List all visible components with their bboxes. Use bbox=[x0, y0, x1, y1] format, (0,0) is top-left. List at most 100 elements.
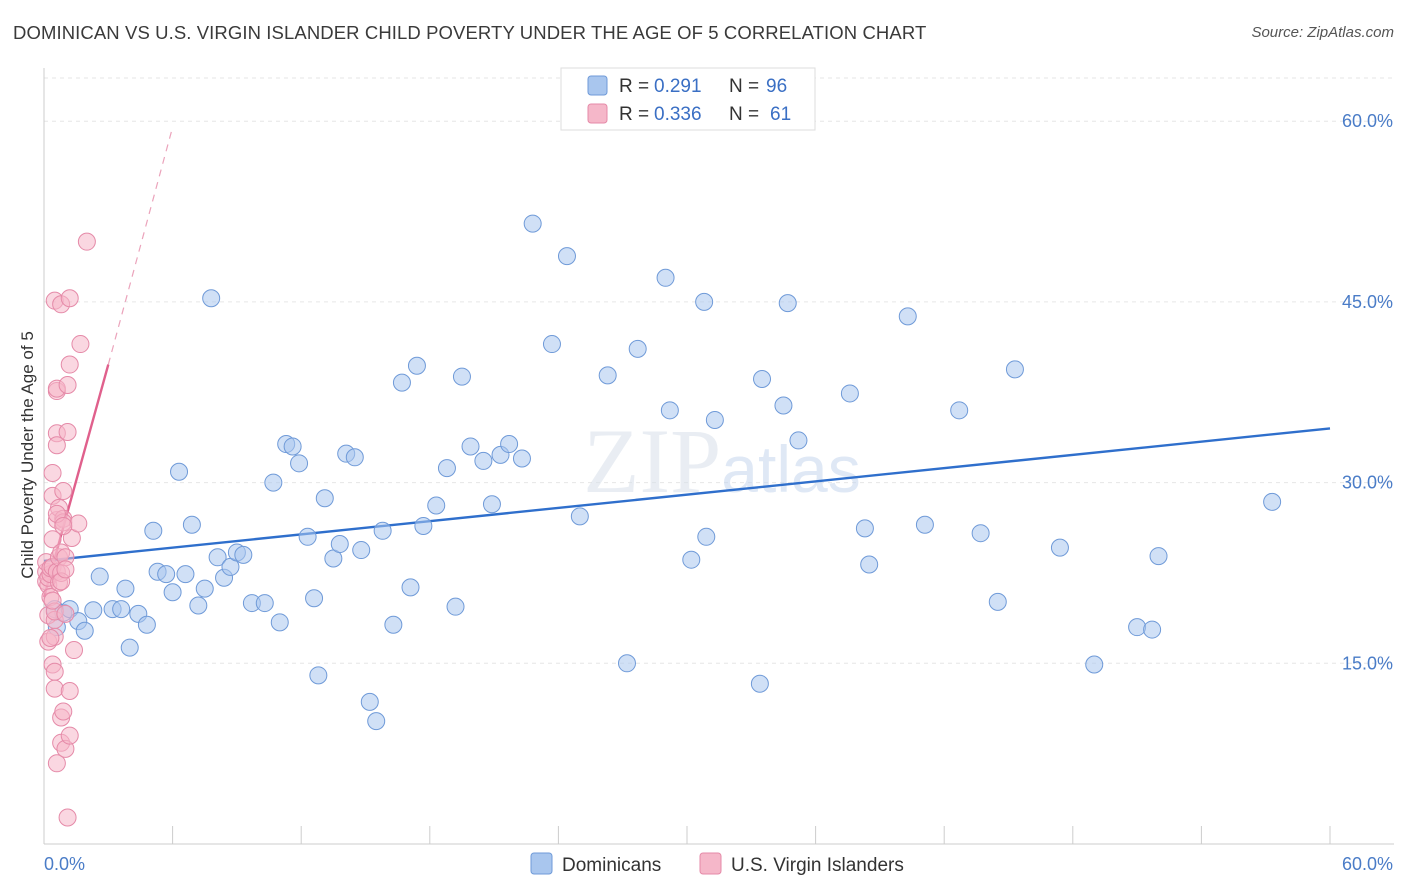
axes bbox=[43, 68, 1394, 845]
point-blue bbox=[163, 583, 182, 602]
point-blue bbox=[427, 496, 446, 515]
trend-lines bbox=[42, 127, 1331, 598]
point-blue bbox=[437, 459, 456, 478]
y-axis-label: Child Poverty Under the Age of 5 bbox=[18, 331, 37, 579]
point-blue bbox=[598, 366, 617, 385]
point-blue bbox=[950, 401, 969, 420]
point-blue bbox=[392, 373, 411, 392]
x-tick-label: 0.0% bbox=[44, 854, 85, 874]
y-tick-label: 60.0% bbox=[1342, 111, 1393, 131]
point-pink bbox=[45, 662, 64, 681]
point-blue bbox=[523, 214, 542, 233]
point-pink bbox=[54, 702, 73, 721]
legend-n-label-2: N = bbox=[729, 104, 759, 125]
point-pink bbox=[71, 335, 90, 354]
point-blue bbox=[898, 307, 917, 326]
point-blue bbox=[617, 654, 636, 673]
point-blue bbox=[774, 396, 793, 415]
source-label: Source: ZipAtlas.com bbox=[1251, 24, 1394, 41]
point-blue bbox=[697, 527, 716, 546]
point-blue bbox=[656, 268, 675, 287]
point-blue bbox=[384, 615, 403, 634]
point-blue bbox=[202, 289, 221, 308]
point-pink bbox=[56, 604, 75, 623]
point-blue bbox=[407, 356, 426, 375]
point-blue bbox=[915, 515, 934, 534]
point-blue bbox=[1005, 360, 1024, 379]
point-pink bbox=[77, 232, 96, 251]
point-blue bbox=[500, 435, 519, 454]
point-blue bbox=[345, 448, 364, 467]
point-blue bbox=[255, 594, 274, 613]
point-blue bbox=[695, 292, 714, 311]
point-blue bbox=[446, 597, 465, 616]
point-blue bbox=[570, 507, 589, 526]
point-pink bbox=[54, 516, 73, 535]
point-blue bbox=[855, 519, 874, 538]
point-blue bbox=[1143, 620, 1162, 639]
bottom-legend-label-dominicans: Dominicans bbox=[562, 855, 661, 876]
point-blue bbox=[401, 578, 420, 597]
point-blue bbox=[367, 712, 386, 731]
point-blue bbox=[660, 401, 679, 420]
y-tick-label: 45.0% bbox=[1342, 292, 1393, 312]
bottom-legend-label-virgin-islanders: U.S. Virgin Islanders bbox=[731, 855, 904, 876]
point-pink bbox=[41, 628, 60, 647]
point-pink bbox=[58, 808, 77, 827]
point-blue bbox=[452, 367, 471, 386]
point-blue bbox=[144, 521, 163, 540]
legend: R = 0.291 N = 96 R = 0.336 N = 61 bbox=[560, 67, 816, 131]
point-blue bbox=[860, 555, 879, 574]
point-pink bbox=[54, 482, 73, 501]
point-blue bbox=[112, 600, 131, 619]
point-pink bbox=[60, 726, 79, 745]
point-blue bbox=[461, 437, 480, 456]
point-blue bbox=[628, 339, 647, 358]
point-blue bbox=[1050, 538, 1069, 557]
point-blue bbox=[682, 550, 701, 569]
point-pink bbox=[43, 530, 62, 549]
point-blue bbox=[90, 567, 109, 586]
chart-title: DOMINICAN VS U.S. VIRGIN ISLANDER CHILD … bbox=[13, 22, 927, 43]
point-blue bbox=[1085, 655, 1104, 674]
legend-r-value-1: 0.291 bbox=[654, 76, 702, 97]
point-blue bbox=[373, 521, 392, 540]
point-blue bbox=[182, 515, 201, 534]
point-blue bbox=[195, 579, 214, 598]
point-blue bbox=[330, 535, 349, 554]
point-blue bbox=[116, 579, 135, 598]
grid-lines bbox=[44, 77, 1394, 664]
bottom-legend-swatch-blue bbox=[530, 852, 553, 875]
legend-swatch-blue bbox=[587, 75, 608, 96]
point-blue bbox=[264, 473, 283, 492]
point-blue bbox=[137, 615, 156, 634]
point-blue bbox=[1128, 618, 1147, 637]
point-blue bbox=[753, 369, 772, 388]
point-blue bbox=[315, 489, 334, 508]
y-tick-label: 30.0% bbox=[1342, 473, 1393, 493]
point-pink bbox=[58, 376, 77, 395]
point-blue bbox=[542, 335, 561, 354]
point-pink bbox=[58, 422, 77, 441]
bottom-legend: Dominicans U.S. Virgin Islanders bbox=[530, 852, 904, 876]
point-pink bbox=[56, 560, 75, 579]
point-pink bbox=[43, 463, 62, 482]
point-pink bbox=[60, 682, 79, 701]
point-pink bbox=[60, 289, 79, 308]
point-pink bbox=[47, 754, 66, 773]
point-blue bbox=[414, 516, 433, 535]
point-blue bbox=[157, 565, 176, 584]
point-pink bbox=[43, 591, 62, 610]
point-blue bbox=[778, 294, 797, 313]
point-blue bbox=[176, 565, 195, 584]
point-blue bbox=[971, 524, 990, 543]
point-blue bbox=[1263, 492, 1282, 511]
point-blue bbox=[1149, 547, 1168, 566]
point-blue bbox=[474, 451, 493, 470]
point-blue bbox=[208, 548, 227, 567]
point-blue bbox=[305, 589, 324, 608]
y-tick-label: 15.0% bbox=[1342, 653, 1393, 673]
legend-n-label-1: N = bbox=[729, 76, 759, 97]
point-pink bbox=[47, 436, 66, 455]
